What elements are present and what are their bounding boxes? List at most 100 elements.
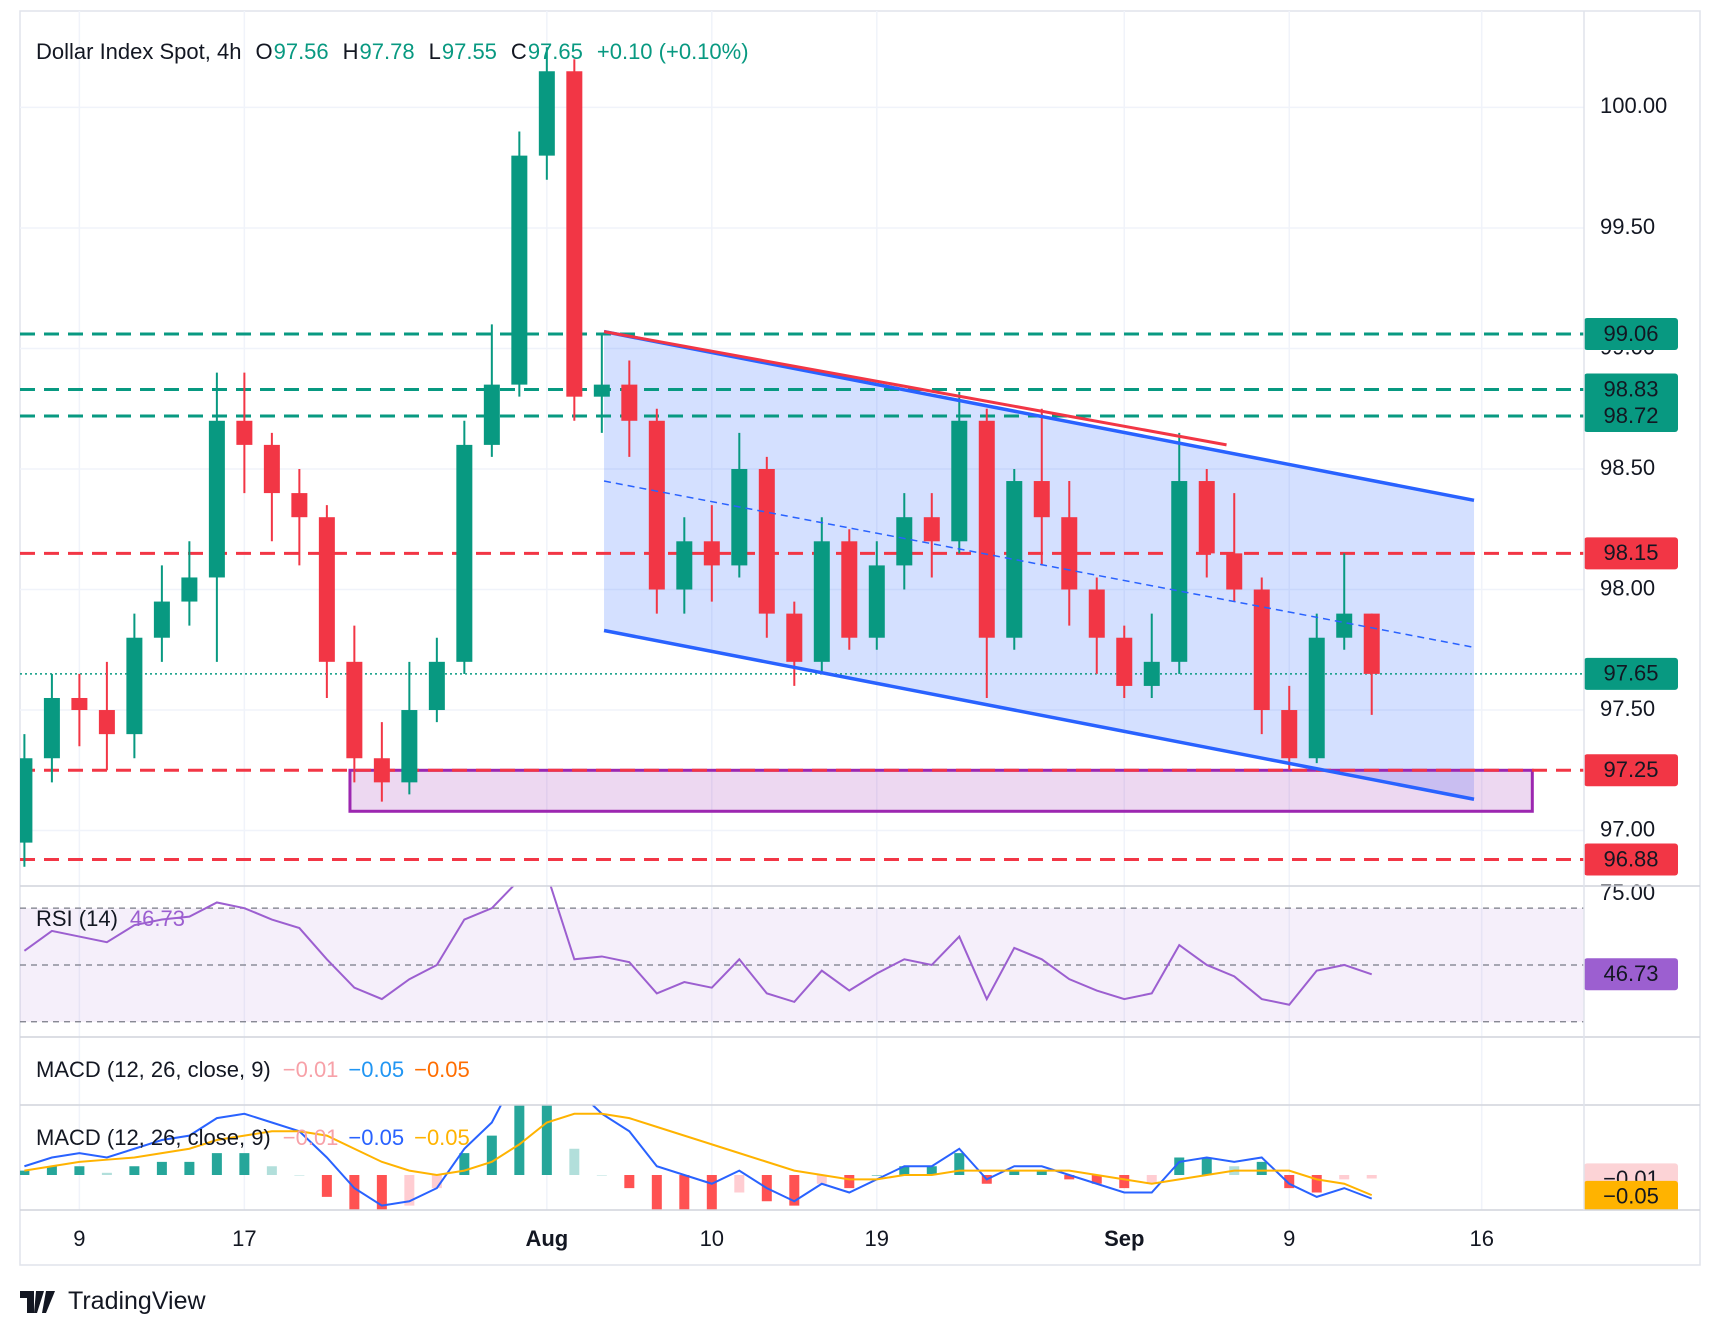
candle-body (20, 758, 33, 843)
rsi-title: RSI (14) (36, 906, 118, 931)
candle-body (1033, 481, 1050, 518)
macd-value: −0.05 (348, 1125, 405, 1150)
macd-hist-bar (1201, 1157, 1212, 1175)
candle-body (566, 71, 583, 397)
macd-hist-bar (349, 1175, 360, 1210)
macd-hist-bar (679, 1175, 690, 1210)
brand: TradingView (20, 1287, 206, 1316)
x-tick-label: 10 (700, 1226, 724, 1251)
price-badge-label: 96.88 (1603, 846, 1658, 871)
macd-hist-bar (899, 1166, 910, 1175)
candle-body (813, 541, 830, 662)
macd-hist-bar (816, 1175, 827, 1184)
macd-hist-bar (156, 1161, 167, 1175)
candle-body (538, 71, 555, 156)
macd-hist-bar (184, 1161, 195, 1175)
ohlc-value: 97.55 (441, 39, 497, 64)
price-badge (1584, 399, 1678, 432)
candle-body (1363, 613, 1380, 674)
candle-body (1061, 517, 1078, 590)
macd-value: −0.05 (414, 1125, 470, 1150)
macd-legend: MACD (12, 26, close, 9) −0.01 −0.05 −0.05 (36, 1057, 480, 1083)
trendline (603, 330, 1227, 447)
macd-hist-bar (211, 1153, 222, 1175)
x-tick-label: Sep (1104, 1226, 1144, 1251)
macd-hist-bar (1064, 1175, 1075, 1180)
candle-body (346, 661, 363, 759)
price-badge (1584, 318, 1678, 351)
y-tick-label: 100.00 (1600, 93, 1667, 118)
candle-body (593, 384, 610, 397)
candle-body (676, 541, 693, 590)
candle-body (731, 468, 748, 566)
macd-badge (1584, 1180, 1678, 1210)
macd-legend: MACD (12, 26, close, 9) −0.01 −0.05 −0.05 (36, 1125, 480, 1151)
rsi-value: 46.73 (129, 906, 185, 931)
candle-body (841, 541, 858, 638)
macd-hist-bar (321, 1175, 332, 1197)
price-badge-label: 98.83 (1603, 376, 1658, 401)
price-pane (20, 47, 1584, 867)
macd-hist-bar (1174, 1157, 1185, 1175)
candle-body (456, 444, 473, 662)
macd-value: −0.01 (282, 1125, 339, 1150)
macd-hist-bar (46, 1166, 57, 1175)
channel-lower (603, 628, 1475, 801)
ohlc-key: O (255, 39, 273, 64)
macd-hist-bar (1311, 1175, 1322, 1193)
macd-hist-bar (1146, 1175, 1157, 1184)
macd-hist-bar (569, 1148, 580, 1175)
candle-body (318, 517, 335, 662)
candle-body (1171, 481, 1188, 662)
candle-body (483, 384, 500, 445)
macd-badge-label: −0.05 (1603, 1184, 1659, 1209)
ohlc-key: L (428, 39, 441, 64)
signal-line (24, 1112, 1373, 1197)
macd-hist-bar (1036, 1170, 1047, 1175)
price-badge-label: 97.65 (1603, 661, 1658, 686)
candle-body (786, 613, 803, 662)
price-badge-label: 97.25 (1603, 757, 1658, 782)
macd-hist-bar (294, 1175, 305, 1176)
candle-body (126, 637, 143, 735)
macd-hist-bar (459, 1153, 470, 1175)
price-badge-label: 98.72 (1603, 403, 1658, 428)
y-tick-label: 75.00 (1600, 880, 1655, 905)
candle-body (43, 697, 60, 759)
y-tick-label: 99.50 (1600, 214, 1655, 239)
macd-hist-bar (706, 1175, 717, 1210)
candle-body (923, 517, 940, 542)
macd-value: −0.05 (348, 1057, 405, 1082)
rsi-line (23, 886, 1373, 1006)
macd-hist-bar (1284, 1175, 1295, 1189)
candle-body (181, 577, 198, 602)
price-badge (1584, 537, 1678, 570)
ohlc-key: C (510, 39, 527, 64)
macd-hist-bar (101, 1172, 112, 1175)
macd-hist-bar (1256, 1161, 1267, 1175)
x-tick-label: Aug (525, 1226, 568, 1251)
y-tick-label: 97.00 (1600, 816, 1655, 841)
candle-body (1116, 637, 1133, 686)
candle-body (758, 468, 775, 614)
change: +0.10 (+0.10%) (596, 39, 749, 64)
frame (19, 10, 1701, 1266)
macd-hist-bar (734, 1175, 745, 1193)
macd-hist-bar (20, 1170, 30, 1175)
rsi-badge (1584, 958, 1678, 991)
macd-hist-bar (404, 1175, 415, 1206)
macd-hist-bar (871, 1175, 882, 1176)
candle-body (291, 493, 308, 518)
candle-body (71, 697, 88, 711)
ohlc-value: 97.65 (527, 39, 583, 64)
price-badge-label: 98.15 (1603, 540, 1658, 565)
macd-hist-bar (1366, 1175, 1377, 1179)
candle-body (208, 420, 225, 578)
candle-body (1226, 553, 1243, 590)
x-tick-label: 9 (1283, 1226, 1295, 1251)
macd-value: −0.01 (282, 1057, 339, 1082)
y-tick-label: 98.50 (1600, 455, 1655, 480)
time-axis: 9 17 Aug 10 19 Sep 9 16 (73, 1226, 1494, 1251)
rsi-badge-label: 46.73 (1603, 961, 1658, 986)
